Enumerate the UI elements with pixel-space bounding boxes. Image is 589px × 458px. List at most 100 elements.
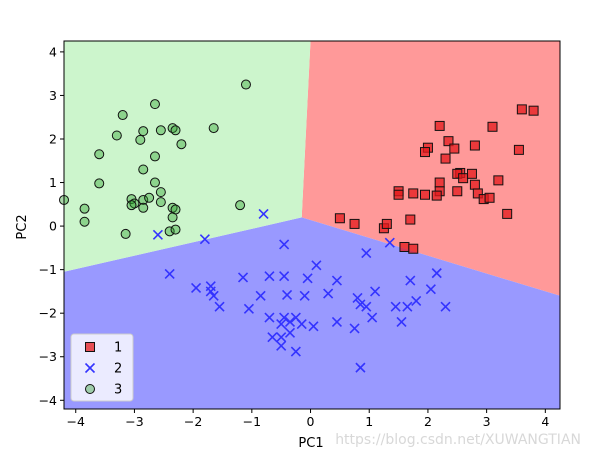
data-point-class-1	[484, 192, 495, 203]
data-point-class-1	[349, 218, 360, 229]
data-point-class-3	[135, 134, 146, 145]
data-point-class-1	[458, 173, 469, 184]
data-point-class-2	[361, 248, 372, 259]
data-point-class-3	[94, 149, 105, 160]
data-point-class-2	[279, 312, 290, 323]
data-point-class-2	[308, 321, 319, 332]
x-tick-label: 2	[424, 414, 432, 429]
data-point-class-3	[111, 130, 122, 141]
data-point-class-1	[502, 208, 513, 219]
data-point-class-1	[469, 140, 480, 151]
data-point-class-3	[149, 99, 160, 110]
axes-frame	[63, 40, 561, 410]
decision-region-class-3	[64, 41, 311, 272]
legend-box	[70, 333, 134, 402]
data-point-class-2	[349, 323, 360, 334]
data-point-class-2	[405, 275, 416, 286]
data-point-class-1	[493, 175, 504, 186]
legend-marker-2	[84, 362, 96, 374]
watermark: https://blog.csdn.net/XUWANGTIAN	[335, 432, 581, 448]
x-tick-label: −1	[243, 414, 261, 429]
data-point-class-1	[434, 177, 445, 188]
data-point-class-2	[279, 271, 290, 282]
data-point-class-1	[434, 120, 445, 131]
data-point-class-3	[164, 226, 175, 237]
data-point-class-3	[126, 200, 137, 211]
data-point-class-3	[79, 203, 90, 214]
data-point-class-2	[152, 229, 163, 240]
legend-label-1: 1	[114, 341, 122, 356]
data-point-class-2	[367, 312, 378, 323]
data-point-class-2	[276, 319, 287, 330]
y-tick-label: 3	[49, 88, 57, 103]
data-point-class-1	[419, 189, 430, 200]
data-point-class-3	[138, 164, 149, 175]
data-point-class-3	[170, 224, 181, 235]
data-point-class-2	[214, 301, 225, 312]
data-point-class-3	[149, 151, 160, 162]
data-point-class-3	[176, 139, 187, 150]
x-tick-label: 0	[307, 414, 315, 429]
data-point-class-3	[138, 126, 149, 137]
data-point-class-2	[258, 208, 269, 219]
data-point-class-3	[235, 200, 246, 211]
legend-entries: 1 2 3	[84, 341, 122, 398]
data-point-class-1	[408, 188, 419, 199]
y-tick-label: 0	[49, 219, 57, 234]
data-point-class-2	[402, 301, 413, 312]
data-point-class-1	[443, 136, 454, 147]
data-point-class-1	[381, 218, 392, 229]
data-point-class-2	[396, 316, 407, 327]
x-tick-label: 4	[541, 414, 549, 429]
data-point-class-2	[191, 282, 202, 293]
data-point-class-2	[331, 275, 343, 286]
data-point-class-2	[276, 332, 287, 343]
data-point-class-3	[240, 79, 251, 90]
data-point-class-2	[237, 272, 249, 283]
data-point-class-2	[361, 301, 372, 312]
data-point-class-2	[431, 268, 442, 279]
data-point-class-2	[411, 295, 422, 307]
data-point-class-2	[264, 312, 275, 323]
data-point-class-2	[267, 332, 278, 343]
legend-marker-3	[85, 384, 95, 394]
data-point-class-2	[323, 288, 334, 299]
legend: 1 2 3	[70, 333, 134, 402]
data-point-class-1	[466, 168, 477, 179]
data-point-class-3	[167, 212, 178, 223]
data-point-class-1	[516, 104, 527, 115]
data-point-class-2	[299, 290, 310, 301]
data-point-class-2	[355, 362, 366, 373]
data-point-class-1	[487, 121, 498, 132]
data-point-class-2	[199, 234, 210, 245]
data-point-class-2	[425, 284, 436, 295]
y-axis-ticks: −4 −3 −2 −1 0 1 2 3 4	[39, 44, 64, 408]
legend-label-2: 2	[114, 362, 122, 377]
data-point-class-3	[155, 187, 166, 198]
data-point-class-2	[290, 346, 301, 357]
data-point-class-3	[79, 216, 90, 227]
data-point-class-2	[390, 301, 401, 312]
y-tick-label: 1	[49, 175, 57, 190]
data-point-class-1	[513, 144, 524, 155]
data-point-class-3	[117, 110, 128, 121]
data-point-class-2	[370, 286, 381, 297]
data-point-class-2	[284, 327, 296, 338]
data-point-class-3	[155, 197, 166, 208]
data-point-class-1	[449, 143, 460, 154]
legend-label-3: 3	[114, 383, 122, 398]
decision-region-class-1	[301, 41, 560, 296]
data-point-class-2	[208, 290, 219, 301]
data-point-class-3	[138, 202, 149, 213]
data-point-class-1	[334, 213, 345, 224]
data-point-class-2	[164, 268, 175, 280]
y-tick-label: −2	[39, 306, 57, 321]
data-point-class-1	[431, 190, 442, 201]
data-point-class-2	[243, 303, 254, 314]
legend-marker-1	[85, 342, 95, 352]
data-point-class-2	[255, 290, 266, 301]
data-point-class-3	[149, 177, 160, 188]
data-point-class-2	[440, 301, 451, 312]
data-point-class-3	[144, 192, 155, 203]
